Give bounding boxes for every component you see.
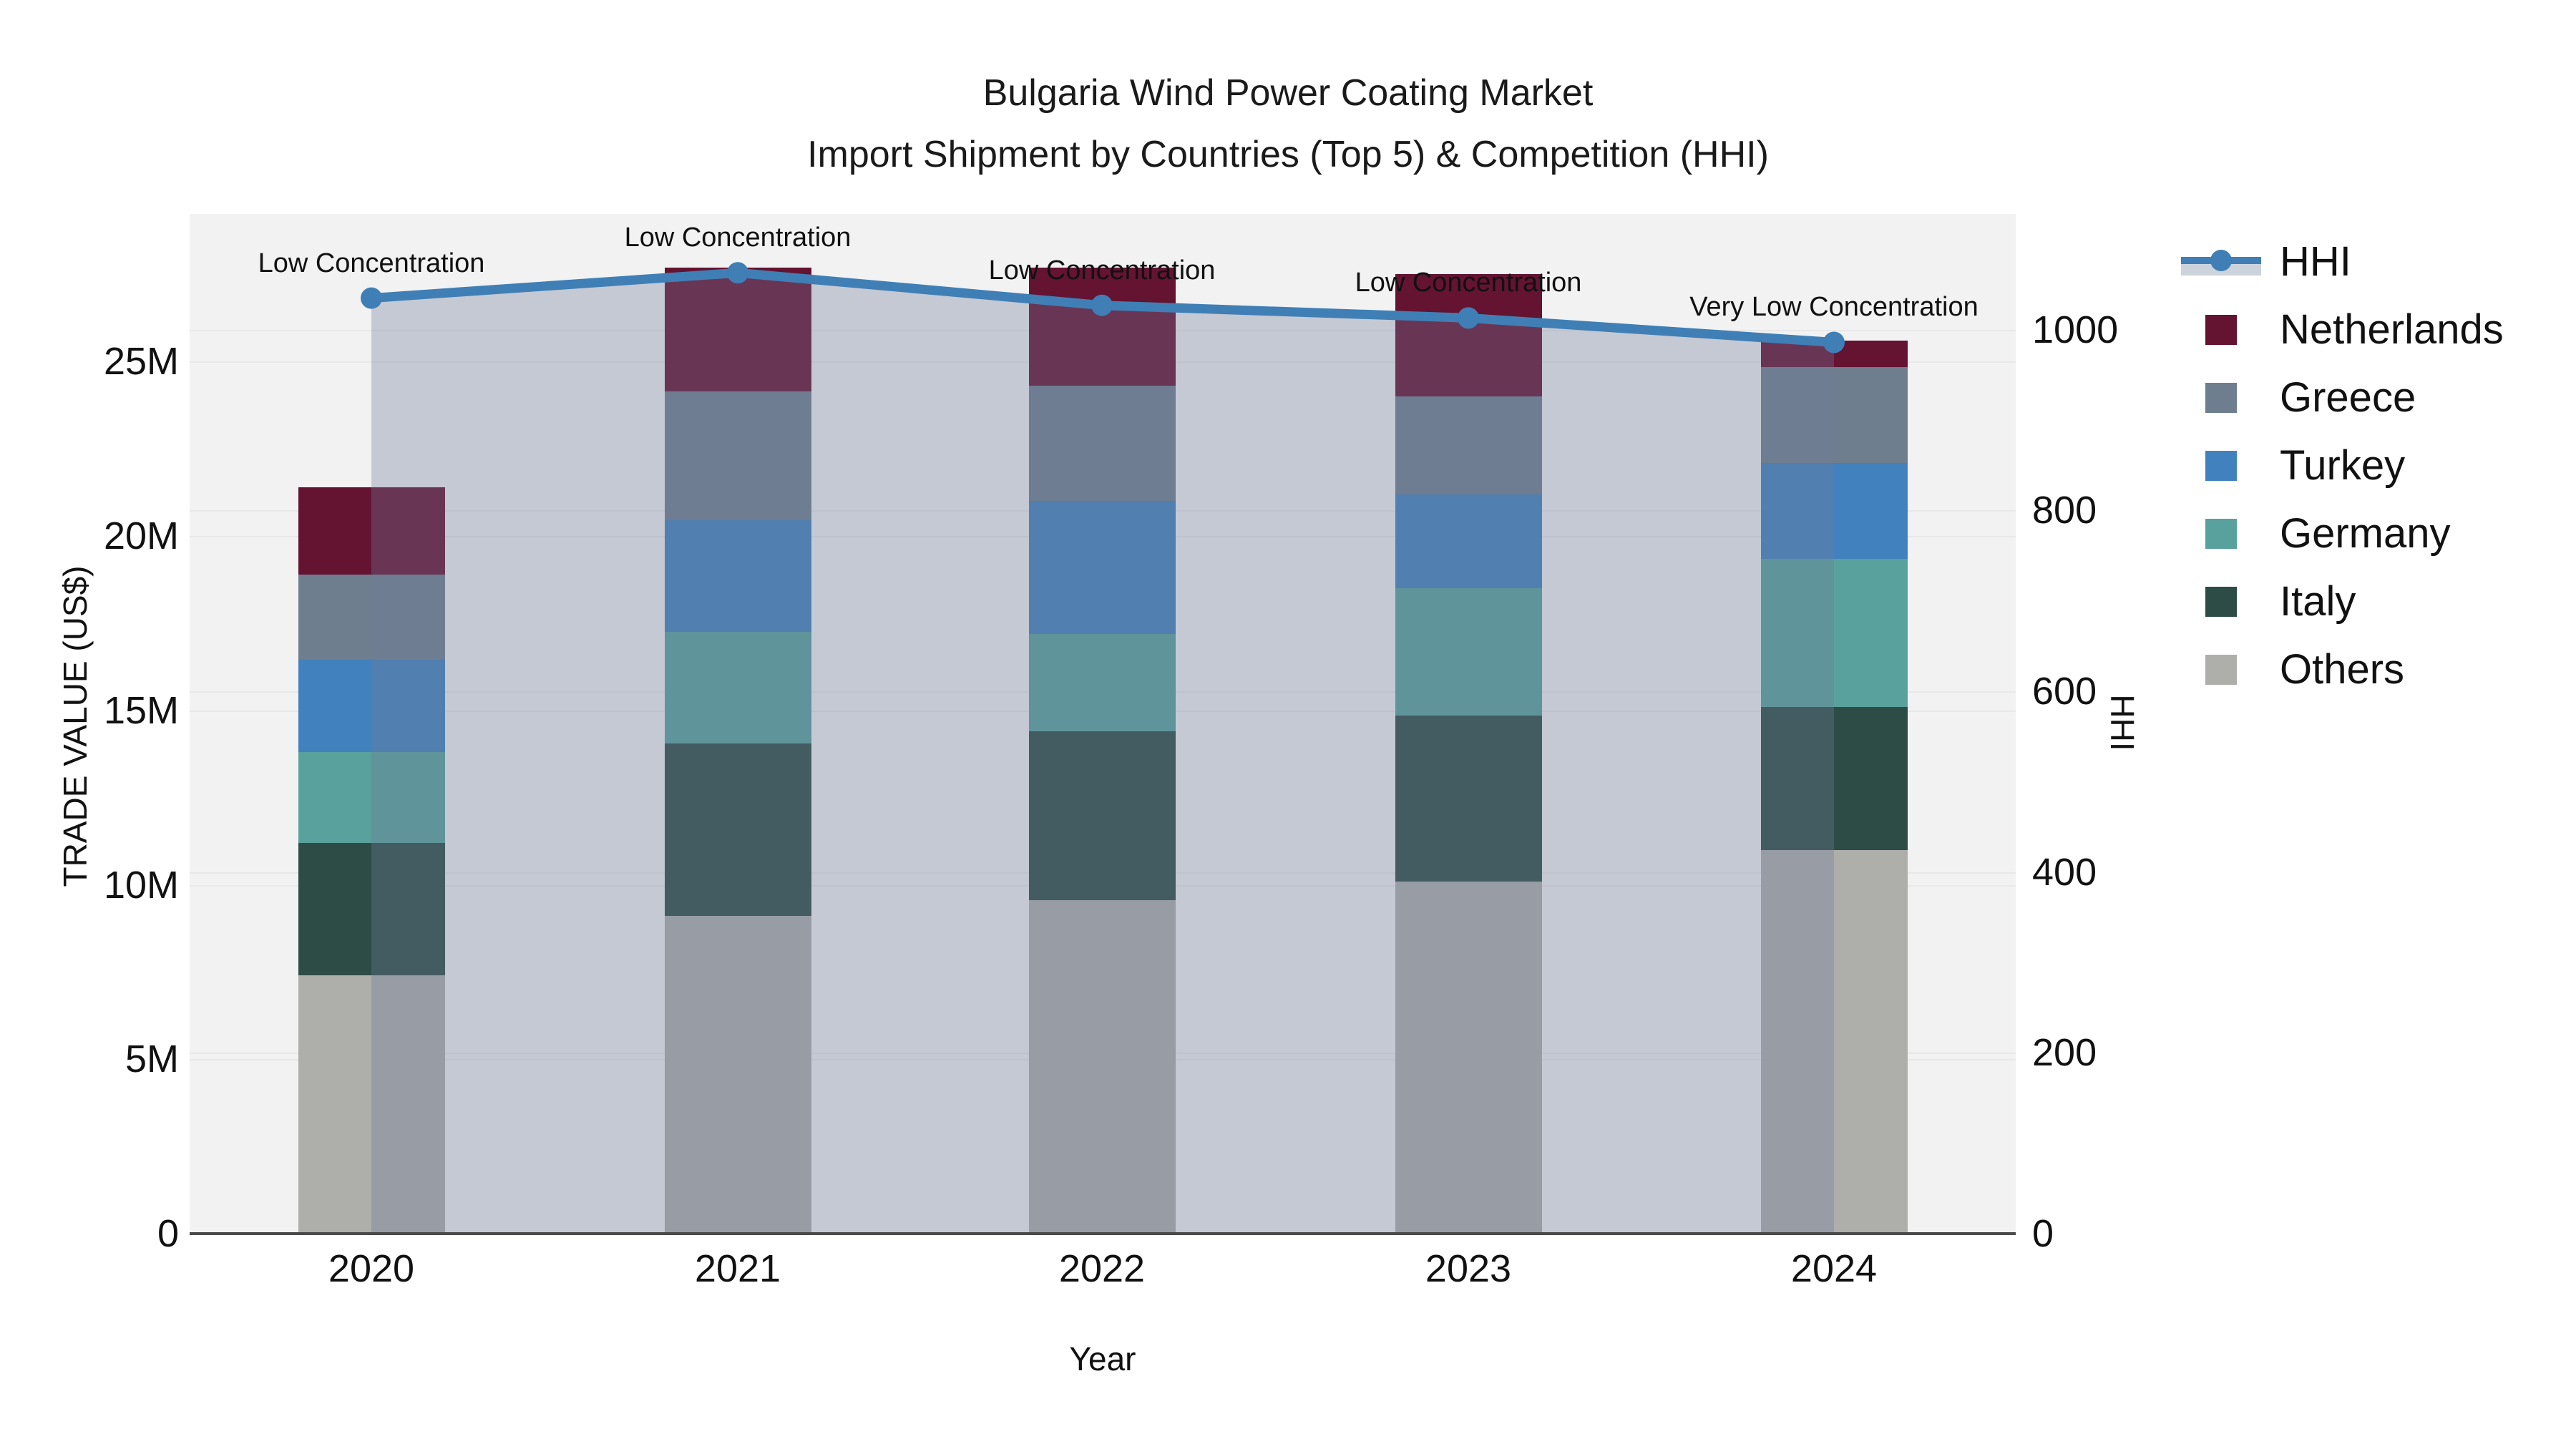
legend-label-netherlands: Netherlands (2280, 306, 2504, 353)
x-tick-2023: 2023 (1425, 1247, 1512, 1290)
chart-title-line2: Import Shipment by Countries (Top 5) & C… (807, 134, 1769, 175)
bar-segment-greece-2024 (1760, 366, 1908, 463)
legend-swatch-italy (2181, 586, 2261, 617)
y-right-tick-0: 0 (2032, 1212, 2054, 1255)
y-axis-left-title: TRADE VALUE (US$) (57, 565, 94, 887)
hhi-marker-2022 (1091, 294, 1113, 316)
bar-segment-italy-2023 (1395, 716, 1542, 882)
legend-item-greece: Greece (2181, 364, 2504, 431)
bar-segment-netherlands-2022 (1028, 267, 1176, 386)
bar-segment-germany-2020 (298, 752, 445, 843)
bar-segment-germany-2022 (1028, 633, 1176, 731)
x-tick-2024: 2024 (1790, 1247, 1878, 1290)
bar-segment-turkey-2024 (1760, 462, 1908, 559)
y-left-tick-25M: 25M (103, 340, 179, 384)
legend-swatch-germany (2181, 518, 2261, 549)
legend-item-netherlands: Netherlands (2181, 296, 2504, 364)
hhi-marker-2021 (727, 262, 748, 284)
bar-segment-italy-2020 (298, 843, 445, 976)
hhi-line-layer (361, 262, 1845, 1234)
legend-swatch-netherlands (2181, 314, 2261, 345)
bar-segment-germany-2021 (664, 632, 811, 744)
x-tick-2022: 2022 (1058, 1247, 1146, 1290)
legend-item-turkey: Turkey (2181, 431, 2504, 499)
legend-label-greece: Greece (2280, 374, 2416, 421)
x-tick-2020: 2020 (328, 1247, 415, 1290)
legend-label-italy: Italy (2280, 578, 2356, 625)
legend-swatch-others (2181, 654, 2261, 685)
annotation-2024: Very Low Concentration (1689, 292, 1979, 323)
hhi-marker-2020 (361, 287, 382, 309)
bar-segment-others-2023 (1395, 881, 1542, 1234)
legend: HHI Netherlands Greece Turkey Germany Italy Ot… (2181, 228, 2504, 703)
bar-segment-turkey-2020 (298, 660, 445, 753)
bar-segment-turkey-2021 (664, 520, 811, 633)
legend-item-italy: Italy (2181, 567, 2504, 635)
annotation-2020: Low Concentration (258, 248, 485, 278)
y-axis-right-title: HHI (2104, 694, 2141, 751)
bar-segment-italy-2021 (664, 743, 811, 917)
bar-segment-greece-2021 (664, 391, 811, 521)
y-right-tick-400: 400 (2032, 850, 2097, 894)
annotation-2021: Low Concentration (624, 223, 852, 253)
legend-label-others: Others (2280, 646, 2405, 693)
bar-segment-greece-2020 (298, 574, 445, 660)
y-right-tick-200: 200 (2032, 1031, 2097, 1075)
y-left-tick-0: 0 (157, 1212, 179, 1255)
bar-segment-germany-2024 (1760, 558, 1908, 707)
legend-swatch-turkey (2181, 450, 2261, 481)
legend-item-others: Others (2181, 635, 2504, 703)
legend-label-germany: Germany (2280, 510, 2451, 557)
legend-label-hhi: HHI (2280, 238, 2351, 285)
y-right-tick-600: 600 (2032, 670, 2097, 713)
y-left-tick-20M: 20M (103, 514, 179, 557)
chart-title-line1: Bulgaria Wind Power Coating Market (982, 72, 1594, 114)
plot-area (190, 214, 2016, 1234)
x-axis-line (190, 1232, 2016, 1235)
bar-segment-greece-2022 (1028, 386, 1176, 502)
legend-label-turkey: Turkey (2280, 442, 2406, 489)
bar-segment-italy-2022 (1028, 731, 1176, 901)
bar-segment-others-2022 (1028, 900, 1176, 1234)
annotation-2022: Low Concentration (988, 255, 1216, 286)
bar-segment-italy-2024 (1760, 706, 1908, 850)
bar-segment-germany-2023 (1395, 588, 1542, 716)
legend-hhi-line-icon (2181, 248, 2261, 276)
y-left-tick-15M: 15M (103, 688, 179, 732)
x-axis-title: Year (1069, 1340, 1136, 1377)
y-left-tick-5M: 5M (125, 1038, 179, 1081)
x-tick-2021: 2021 (694, 1247, 781, 1290)
bar-segment-greece-2023 (1395, 396, 1542, 494)
bar-segment-turkey-2022 (1028, 501, 1176, 634)
y-left-tick-10M: 10M (103, 863, 179, 907)
legend-item-germany: Germany (2181, 499, 2504, 567)
bar-segment-others-2024 (1760, 849, 1908, 1234)
bar-segment-others-2021 (664, 916, 811, 1234)
legend-swatch-greece (2181, 382, 2261, 413)
bar-segment-netherlands-2021 (664, 267, 811, 391)
y-right-tick-1000: 1000 (2032, 308, 2119, 351)
y-right-tick-800: 800 (2032, 489, 2097, 532)
hhi-area-fill (371, 273, 1834, 1234)
hhi-marker-2024 (1823, 331, 1845, 353)
hhi-marker-2023 (1458, 307, 1479, 329)
bar-segment-netherlands-2020 (298, 487, 445, 575)
annotation-2023: Low Concentration (1355, 268, 1582, 298)
legend-item-hhi: HHI (2181, 228, 2504, 296)
bar-segment-netherlands-2023 (1395, 274, 1542, 396)
bar-segment-others-2020 (298, 975, 445, 1234)
bar-segment-turkey-2023 (1395, 494, 1542, 589)
